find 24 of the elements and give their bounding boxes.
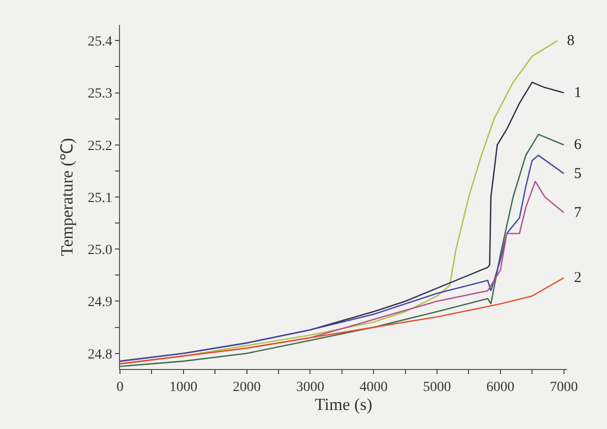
line-series — [120, 277, 564, 364]
y-tick-label: 25.4 — [88, 34, 112, 50]
x-tick-label: 2000 — [232, 380, 261, 395]
x-tick-label: 6000 — [486, 380, 514, 395]
x-tick-label: 0 — [116, 380, 124, 395]
series-label: 7 — [574, 205, 582, 221]
y-tick-label: 25.2 — [88, 138, 112, 154]
series-label: 8 — [567, 33, 574, 49]
x-tick-label: 4000 — [360, 380, 388, 395]
series-label: 2 — [574, 270, 582, 286]
y-tick-label: 24.9 — [88, 295, 112, 310]
x-tick-label: 3000 — [296, 380, 324, 395]
y-tick-label: 25.3 — [88, 86, 112, 102]
x-axis-title: Time (s) — [314, 395, 372, 414]
y-tick-label: 25.1 — [88, 190, 112, 206]
x-tick-label: 7000 — [550, 380, 578, 395]
x-tick-label: 5000 — [423, 380, 452, 395]
series-label: 1 — [574, 85, 582, 101]
series-label: 5 — [574, 166, 582, 182]
y-tick-label: 25.0 — [88, 243, 112, 258]
x-tick-label: 1000 — [169, 380, 198, 395]
y-axis-title: Temperature (℃) — [57, 138, 76, 256]
series-label: 6 — [574, 137, 582, 153]
y-tick-label: 24.8 — [88, 347, 112, 362]
